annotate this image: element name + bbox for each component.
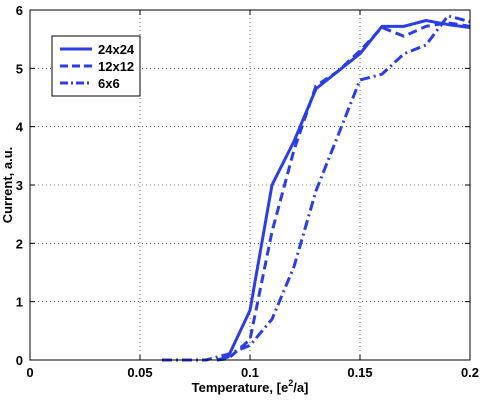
y-tick-label: 0 — [16, 353, 23, 368]
legend-label-6x6: 6x6 — [98, 76, 120, 91]
legend: 24x24 12x12 6x6 — [51, 35, 141, 97]
x-axis-title-tail: /a] — [293, 380, 308, 395]
series-line-12x12 — [216, 21, 471, 362]
y-tick-label: 5 — [16, 61, 23, 76]
y-tick-label: 6 — [16, 3, 23, 18]
x-axis-title: Temperature, [e2/a] — [192, 378, 309, 395]
y-tick-label: 4 — [16, 120, 24, 135]
grid-lines — [30, 10, 470, 360]
y-axis-title: Current, a.u. — [0, 147, 15, 224]
x-tick-label: 0 — [26, 365, 33, 380]
series-line-6x6 — [162, 14, 471, 362]
legend-label-12x12: 12x12 — [98, 59, 134, 74]
y-tick-label: 1 — [16, 295, 23, 310]
series-lines — [162, 14, 471, 362]
y-tick-label: 3 — [16, 178, 23, 193]
x-tick-label: 0.05 — [127, 365, 152, 380]
x-tick-label: 0.1 — [241, 365, 259, 380]
x-tick-label: 0.2 — [461, 365, 479, 380]
legend-label-24x24: 24x24 — [98, 42, 135, 57]
y-tick-label: 2 — [16, 236, 23, 251]
x-axis-title-main: Temperature, [e — [192, 380, 289, 395]
axis-ticks: 0 0.05 0.1 0.15 0.2 0 1 2 3 4 5 6 — [16, 3, 479, 380]
x-axis-title-superscript: 2 — [288, 378, 293, 388]
x-tick-label: 0.15 — [347, 365, 372, 380]
